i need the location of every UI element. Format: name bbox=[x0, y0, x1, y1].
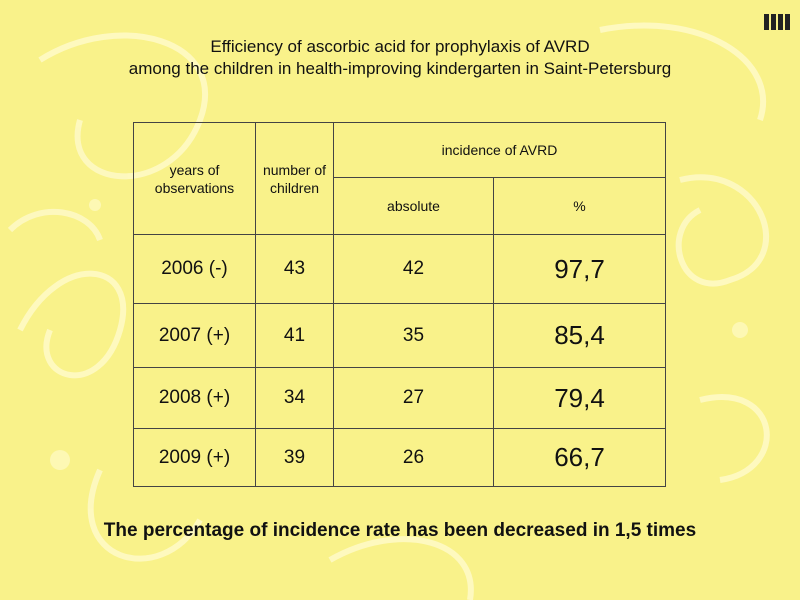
header-incidence: incidence of AVRD bbox=[332, 122, 667, 178]
slide-title: Efficiency of ascorbic acid for prophyla… bbox=[0, 36, 800, 80]
incidence-table: years of observations number of children… bbox=[133, 122, 667, 487]
cell-year: 2009 (+) bbox=[133, 428, 256, 487]
title-line-2: among the children in health-improving k… bbox=[128, 59, 672, 78]
table-row: 2009 (+) 39 26 66,7 bbox=[133, 428, 667, 487]
cell-percent: 79,4 bbox=[492, 367, 667, 429]
title-line-1: Efficiency of ascorbic acid for prophyla… bbox=[210, 37, 590, 56]
cell-year: 2008 (+) bbox=[133, 367, 256, 429]
table-row: 2006 (-) 43 42 97,7 bbox=[133, 234, 667, 304]
cell-number: 39 bbox=[255, 428, 334, 487]
cell-percent: 97,7 bbox=[492, 234, 667, 304]
slide-logo-icon bbox=[764, 14, 790, 30]
cell-year: 2007 (+) bbox=[133, 303, 256, 368]
cell-number: 34 bbox=[255, 367, 334, 429]
table-row: 2008 (+) 34 27 79,4 bbox=[133, 367, 667, 429]
cell-year: 2006 (-) bbox=[133, 234, 256, 304]
table-row: 2007 (+) 41 35 85,4 bbox=[133, 303, 667, 368]
cell-absolute: 42 bbox=[333, 234, 494, 304]
header-percent: % bbox=[492, 177, 667, 235]
cell-percent: 66,7 bbox=[492, 428, 667, 487]
header-years: years of observations bbox=[133, 122, 256, 235]
conclusion-text: The percentage of incidence rate has bee… bbox=[103, 520, 697, 541]
cell-absolute: 27 bbox=[333, 367, 494, 429]
cell-absolute: 35 bbox=[333, 303, 494, 368]
cell-number: 43 bbox=[255, 234, 334, 304]
cell-number: 41 bbox=[255, 303, 334, 368]
header-absolute: absolute bbox=[333, 177, 494, 235]
cell-absolute: 26 bbox=[333, 428, 494, 487]
cell-percent: 85,4 bbox=[492, 303, 667, 368]
header-number: number of children bbox=[255, 122, 334, 235]
